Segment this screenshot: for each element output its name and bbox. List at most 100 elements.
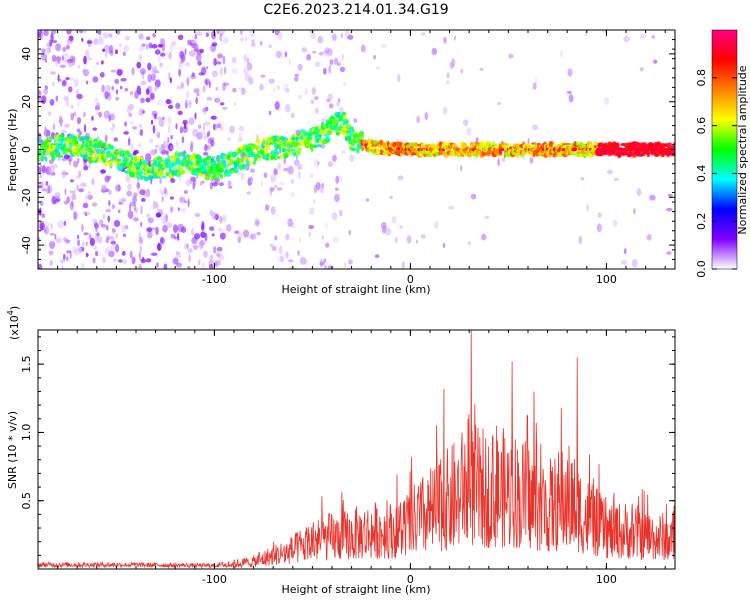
noise-cell [239,37,245,42]
colorbar-tick-label: 0.0 [695,260,708,278]
noise-cell [196,92,200,97]
ridge-cell [179,151,184,157]
noise-cell [278,31,283,41]
noise-cell [237,232,243,240]
noise-cell [180,226,187,233]
noise-cell [69,201,74,211]
noise-cell [114,78,120,84]
noise-cell [169,206,173,214]
noise-cell [234,102,237,106]
noise-cell [201,107,207,112]
ridge-cell [125,150,129,155]
noise-cell [128,104,135,110]
ridge-cell [351,142,355,146]
noise-cell [188,253,191,263]
noise-cell [217,53,223,59]
noise-cell [218,182,225,187]
noise-cell [89,237,95,247]
noise-cell [104,134,108,143]
ridge-cell [211,156,216,160]
noise-cell [147,231,153,239]
noise-cell [48,250,54,256]
noise-cell [631,259,638,268]
noise-cell [86,40,93,44]
noise-cell [101,84,105,93]
noise-cell [114,49,119,55]
noise-cell [38,166,41,175]
ridge-cell [228,155,231,158]
noise-cell [40,200,44,207]
ridge-cell [672,142,675,149]
noise-cell [222,55,226,65]
noise-cell [192,181,196,190]
noise-cell [138,232,142,239]
noise-cell [191,72,195,77]
noise-cell [273,184,278,189]
noise-cell [133,192,138,198]
noise-cell [44,226,50,235]
noise-cell [182,119,188,125]
ridge-cell [147,175,154,180]
noise-cell [52,81,55,87]
ridge-cell [84,152,88,156]
noise-cell [169,44,175,52]
noise-cell [105,208,112,213]
noise-cell [178,68,182,77]
noise-cell [211,42,218,47]
ridge-cell [515,152,520,158]
ridge-cell [235,151,243,155]
noise-cell [100,224,107,228]
noise-cell [251,39,255,44]
noise-cell [211,30,217,40]
noise-cell [193,88,200,94]
noise-cell [48,46,51,52]
ridge-cell [417,143,421,147]
noise-cell [41,48,46,53]
noise-cell [78,246,82,255]
noise-cell [234,230,240,234]
noise-cell [194,213,201,218]
noise-cell [167,104,174,109]
noise-cell [155,212,162,218]
noise-cell [84,194,89,199]
ridge-cell [49,136,53,140]
ridge-cell [463,142,467,146]
noise-cell [646,234,652,241]
noise-cell [416,115,421,124]
noise-cell [155,226,159,236]
noise-cell [101,256,106,264]
noise-cell [309,207,315,211]
noise-cell [216,252,221,258]
noise-cell [157,44,163,48]
noise-cell [184,242,187,251]
ridge-cell [97,140,103,146]
ridge-cell [273,141,279,144]
ridge-cell [219,167,224,174]
noise-cell [213,58,217,66]
noise-cell [118,198,124,203]
noise-cell [217,123,222,129]
ridge-cell [291,134,297,137]
ridge-cell [73,137,78,142]
noise-cell [297,250,300,256]
x-tick-label: 100 [596,573,617,586]
noise-cell [140,97,145,104]
noise-cell [633,208,636,215]
noise-cell [168,51,172,60]
noise-cell [87,191,91,195]
noise-cell [127,183,132,190]
noise-cell [63,200,69,205]
ridge-cell [55,152,59,158]
noise-cell [211,233,215,237]
ridge-cell [129,164,136,171]
noise-cell [167,116,172,125]
noise-cell [38,89,42,98]
noise-cell [475,137,479,144]
y-tick-label: 1.0 [20,424,33,442]
ridge-cell [335,123,339,128]
ridge-cell [564,142,571,146]
noise-cell [138,108,145,116]
noise-cell [315,107,319,115]
noise-cell [133,202,137,211]
noise-cell [216,61,222,65]
